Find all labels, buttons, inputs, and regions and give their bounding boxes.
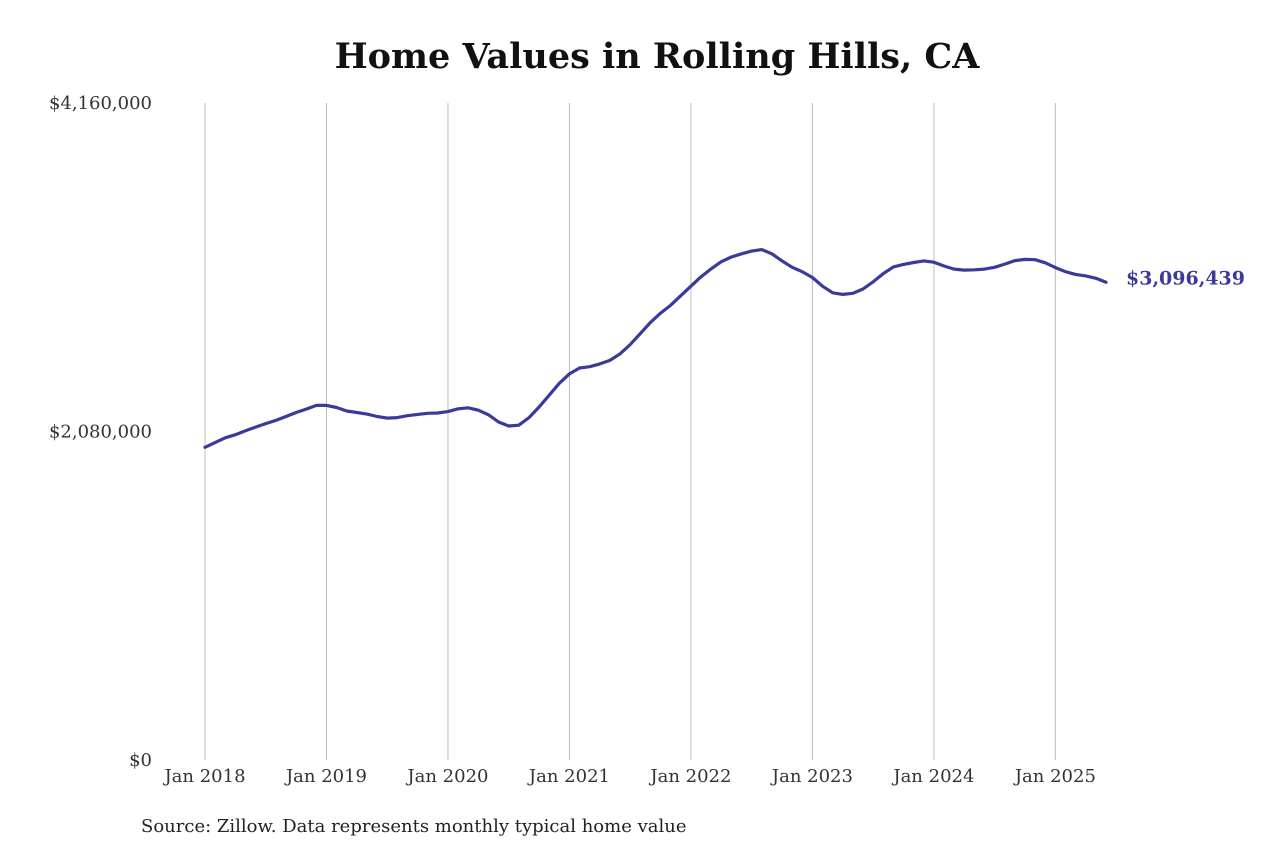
- y-tick-label: $0: [129, 750, 152, 771]
- x-tick-label: Jan 2023: [770, 766, 853, 787]
- x-tick-label: Jan 2025: [1013, 766, 1096, 787]
- end-value-label: $3,096,439: [1126, 267, 1245, 289]
- x-axis-ticks: Jan 2018 Jan 2019 Jan 2020 Jan 2021 Jan 2022…: [162, 766, 1095, 787]
- y-tick-label: $2,080,000: [49, 422, 152, 443]
- x-tick-label: Jan 2020: [405, 766, 488, 787]
- y-tick-label: $4,160,000: [49, 93, 152, 114]
- series-layer: $3,096,439: [203, 248, 1245, 449]
- x-tick-label: Jan 2022: [648, 766, 731, 787]
- x-tick-label: Jan 2024: [891, 766, 974, 787]
- x-tick-label: Jan 2019: [284, 766, 367, 787]
- y-axis-ticks: $0 $2,080,000 $4,160,000: [49, 93, 152, 771]
- series-line: [203, 248, 1108, 449]
- gridlines: [204, 103, 1056, 760]
- source-note: Source: Zillow. Data represents monthly …: [141, 816, 687, 837]
- x-tick-label: Jan 2021: [527, 766, 610, 787]
- x-tick-label: Jan 2018: [162, 766, 245, 787]
- chart-title: Home Values in Rolling Hills, CA: [334, 36, 980, 77]
